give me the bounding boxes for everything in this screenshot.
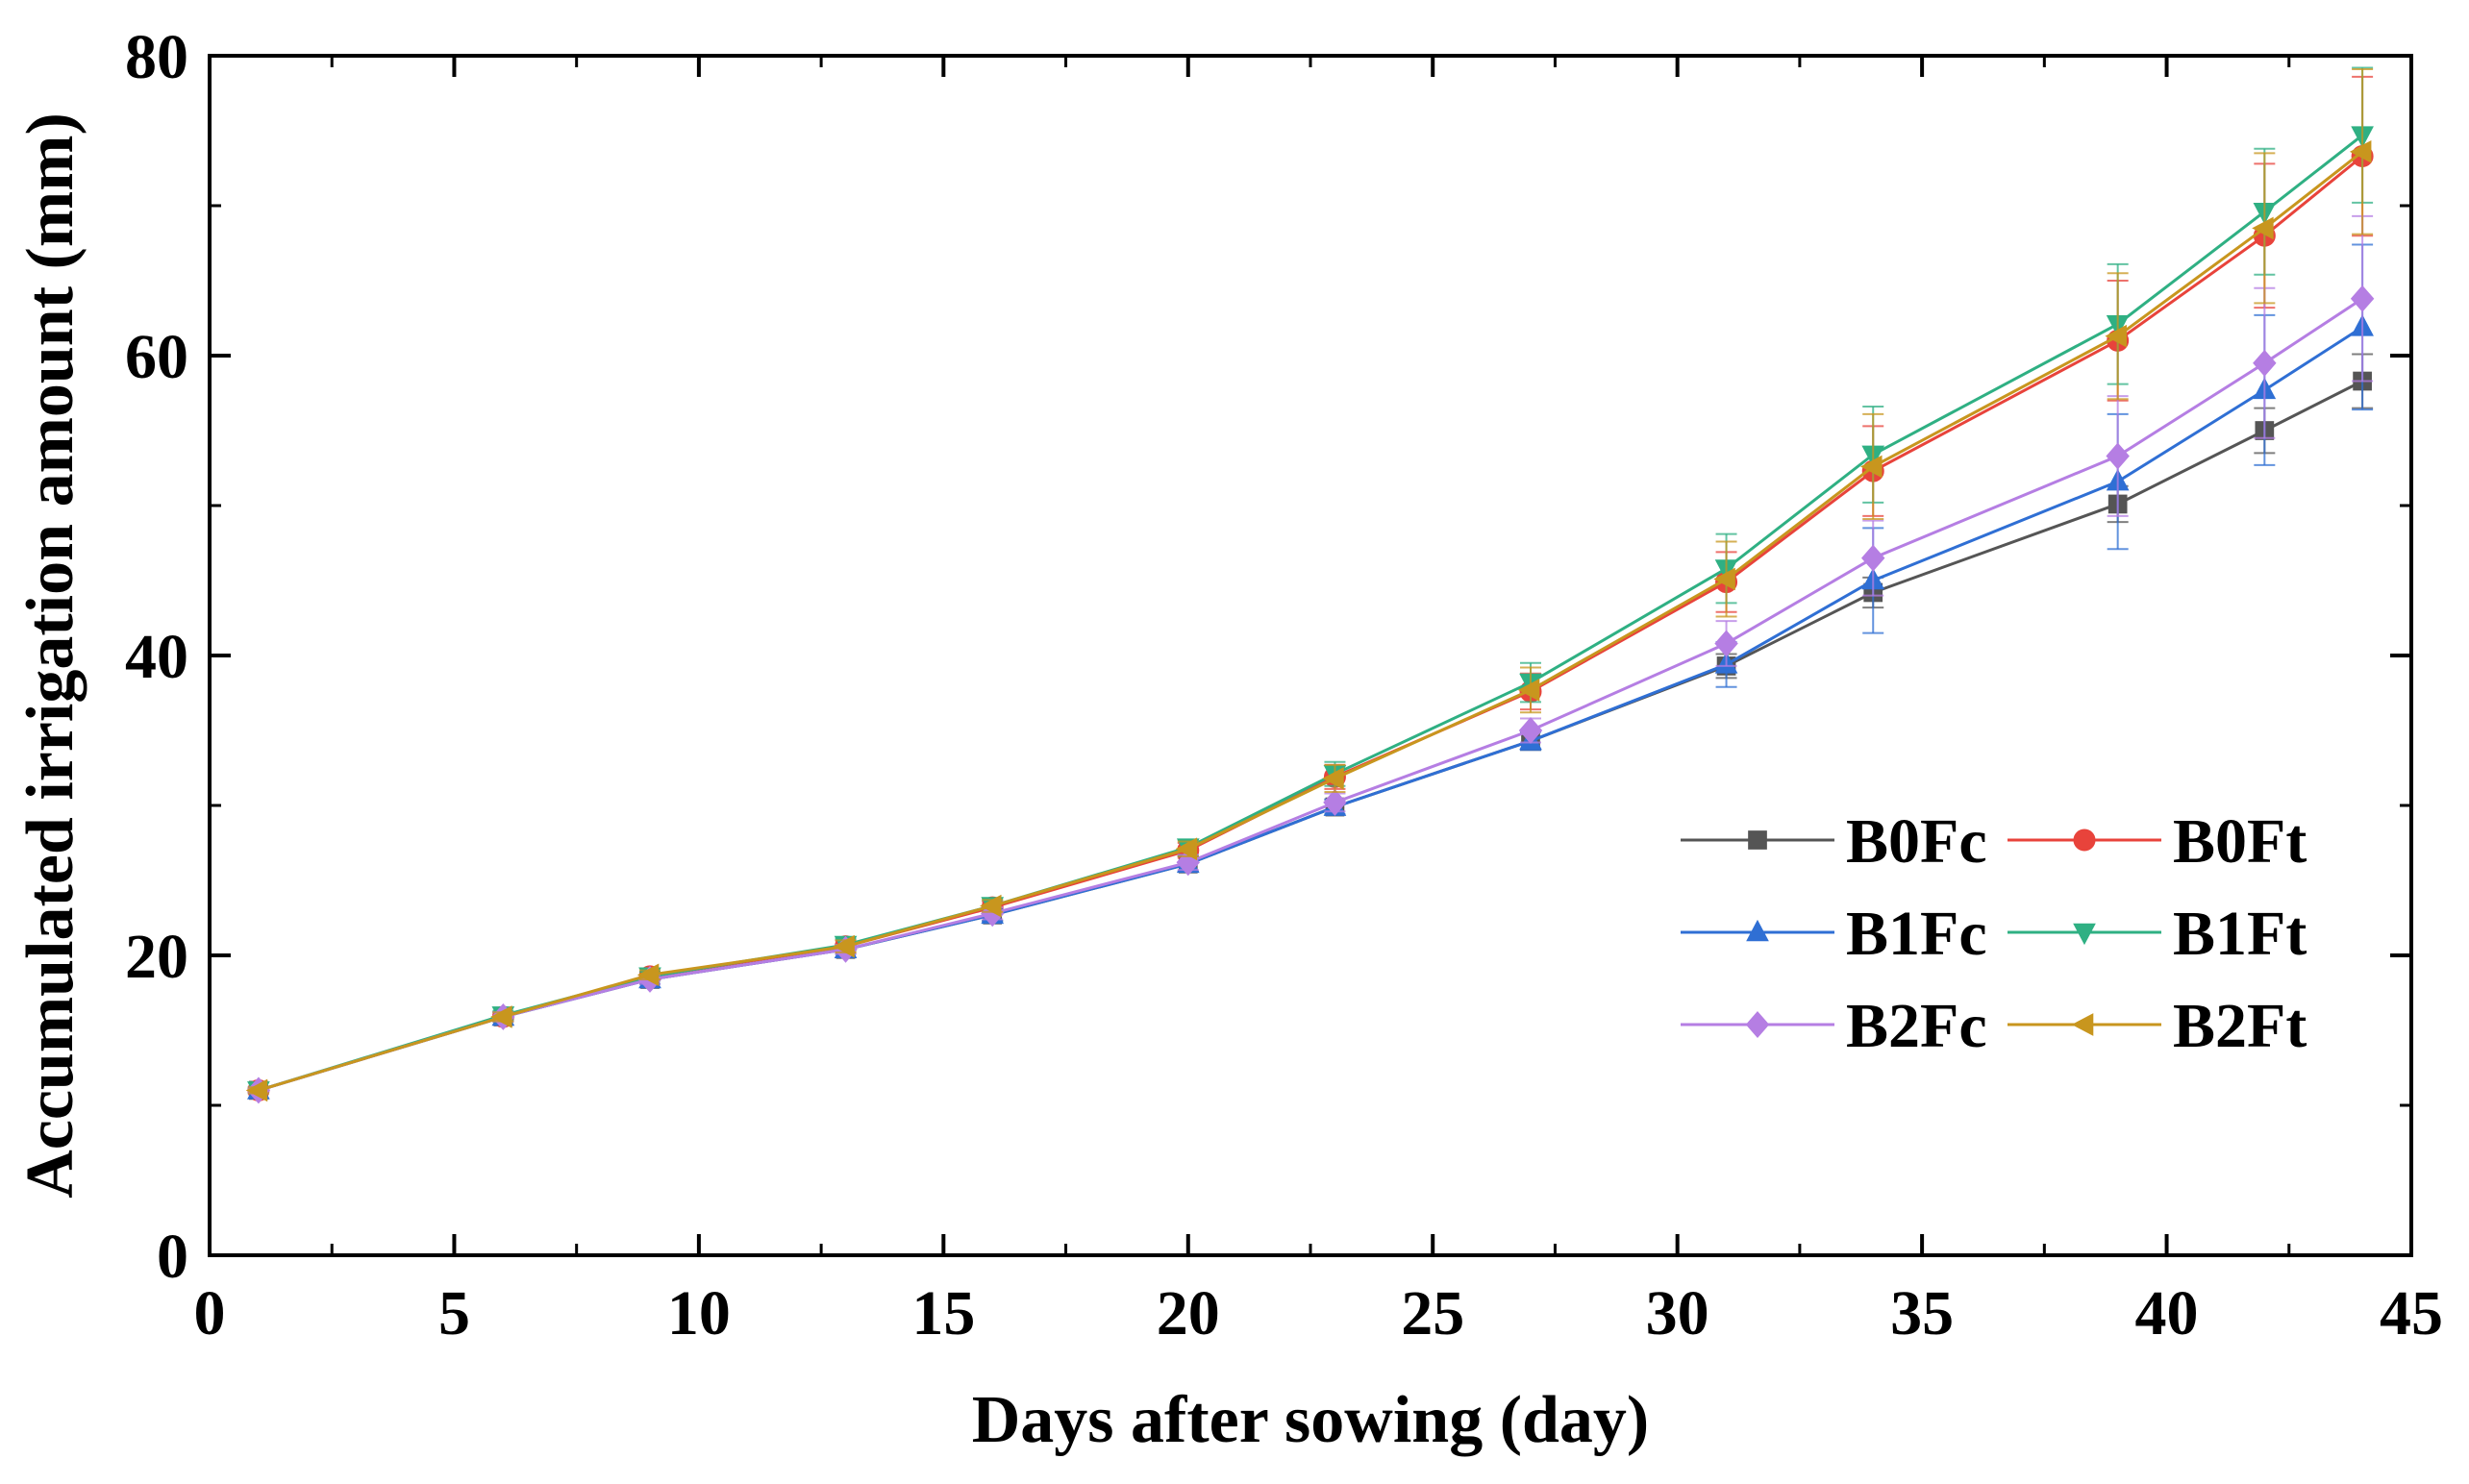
legend-marker bbox=[1745, 1011, 1770, 1038]
data-point-b2ft bbox=[245, 1078, 268, 1102]
data-point-b2ft bbox=[490, 1005, 512, 1028]
x-tick-label: 25 bbox=[1401, 1278, 1464, 1348]
x-tick-label: 20 bbox=[1157, 1278, 1220, 1348]
legend-label: B0Fc bbox=[1846, 806, 1987, 877]
legend-marker bbox=[1746, 919, 1769, 942]
legend-item-b0ft: B0Ft bbox=[2008, 806, 2307, 877]
axes: 0 5 10 15 20 25 30 35 40 45 0 20 40 60 80 bbox=[125, 22, 2443, 1348]
data-point-b2ft bbox=[1517, 679, 1540, 702]
x-tick-label: 35 bbox=[1890, 1278, 1954, 1348]
legend-label: B1Fc bbox=[1846, 899, 1987, 969]
x-axis-title: Days after sowing (day) bbox=[972, 1383, 1650, 1457]
y-tick-label: 40 bbox=[125, 622, 188, 692]
x-tick-label: 30 bbox=[1646, 1278, 1709, 1348]
x-tick-label: 15 bbox=[911, 1278, 975, 1348]
data-point-b2ft bbox=[1860, 455, 1883, 479]
y-tick-label: 60 bbox=[125, 322, 188, 392]
legend-marker bbox=[2071, 1013, 2094, 1036]
legend-item-b1ft: B1Ft bbox=[2008, 899, 2307, 969]
data-point-b2ft bbox=[2349, 140, 2372, 163]
x-tick-label: 5 bbox=[438, 1278, 470, 1348]
data-point-b2fc bbox=[1518, 717, 1543, 744]
y-axis-title: Accumulated irrigation amount (mm) bbox=[13, 112, 87, 1199]
data-point-b2ft bbox=[2252, 216, 2274, 240]
x-tick-label: 0 bbox=[194, 1278, 226, 1348]
y-tick-label: 20 bbox=[125, 922, 188, 992]
data-point-b2fc bbox=[2106, 442, 2130, 470]
legend-label: B2Fc bbox=[1846, 991, 1987, 1061]
legend-item-b0fc: B0Fc bbox=[1681, 806, 1987, 877]
data-point-b2ft bbox=[1322, 767, 1344, 790]
legend-item-b2ft: B2Ft bbox=[2008, 991, 2307, 1061]
legend-label: B0Ft bbox=[2173, 806, 2307, 877]
legend-marker bbox=[2073, 829, 2096, 852]
data-point-b2ft bbox=[980, 894, 1002, 918]
series-b2ft bbox=[245, 68, 2374, 1102]
legend-marker bbox=[2073, 923, 2096, 946]
legend-label: B1Ft bbox=[2173, 899, 2307, 969]
data-point-b2fc bbox=[1323, 788, 1347, 816]
y-tick-label: 0 bbox=[157, 1222, 188, 1292]
x-tick-label: 40 bbox=[2135, 1278, 2199, 1348]
legend-item-b1fc: B1Fc bbox=[1681, 899, 1987, 969]
data-point-b2ft bbox=[1175, 837, 1198, 861]
series-layer bbox=[245, 66, 2375, 1104]
x-tick-label: 45 bbox=[2380, 1278, 2443, 1348]
data-point-b2fc bbox=[1861, 544, 1885, 572]
legend: B0Fc B0Ft B1Fc B1Ft B2Fc B2Ft bbox=[1681, 806, 2307, 1061]
data-point-b2ft bbox=[1713, 567, 1735, 591]
data-point-b2ft bbox=[636, 963, 660, 987]
legend-marker bbox=[1748, 830, 1767, 850]
x-tick-label: 10 bbox=[667, 1278, 731, 1348]
data-point-b2ft bbox=[833, 934, 855, 958]
data-point-b2ft bbox=[2105, 324, 2127, 348]
legend-label: B2Ft bbox=[2173, 991, 2307, 1061]
data-point-b2fc bbox=[2253, 349, 2277, 377]
data-point-b2fc bbox=[1714, 630, 1738, 657]
y-tick-label: 80 bbox=[125, 22, 188, 92]
legend-item-b2fc: B2Fc bbox=[1681, 991, 1987, 1061]
data-point-b2fc bbox=[2350, 284, 2375, 312]
